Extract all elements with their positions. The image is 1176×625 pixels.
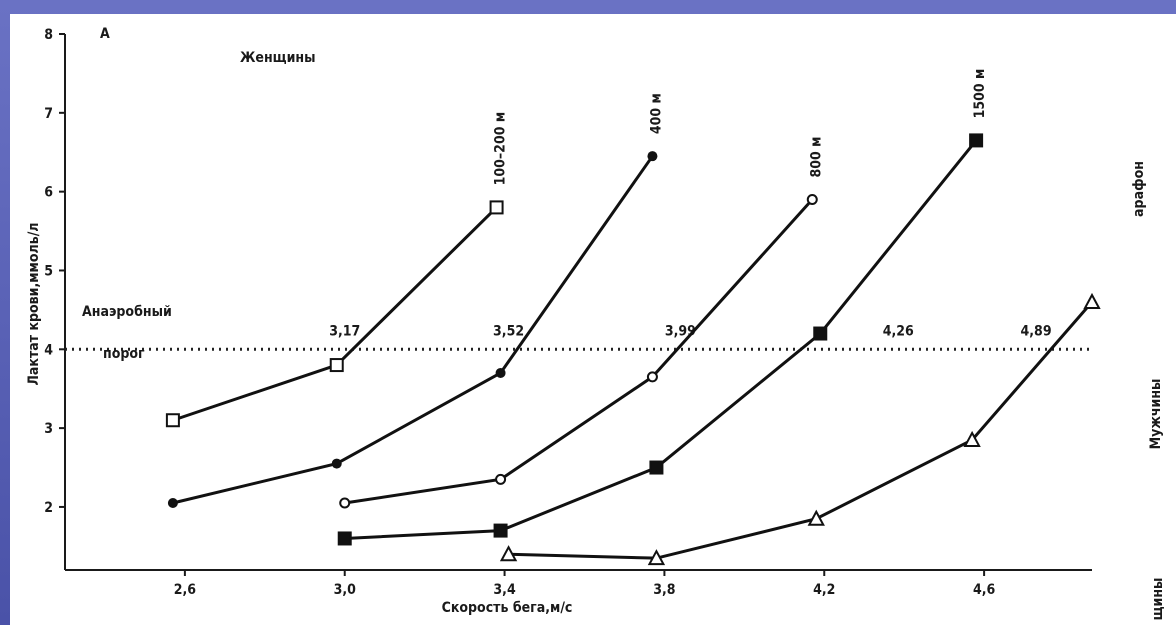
threshold-label-bottom: порог xyxy=(103,346,145,362)
y-tick-label: 8 xyxy=(44,27,53,43)
side-label-marathon: арафон xyxy=(1131,161,1147,217)
series-group: 100–200 м 400 м 800 м 1500 м xyxy=(165,69,1101,566)
threshold-crossing-label: 3,17 xyxy=(329,323,360,339)
side-label-women: щины xyxy=(1150,578,1166,621)
data-point xyxy=(649,460,664,475)
series-line xyxy=(172,155,654,505)
data-point xyxy=(167,498,178,508)
data-point xyxy=(489,200,504,215)
panel-label: А xyxy=(100,26,110,42)
data-point xyxy=(329,358,344,373)
data-point xyxy=(647,151,658,162)
lactate-chart: 2,6 3,0 3,4 3,8 4,2 4,6 2 3 4 5 6 7 8 3,17 3,52 3,99 4,… xyxy=(26,26,1166,621)
threshold-label-top: Анаэробный xyxy=(82,304,172,320)
series-марафон xyxy=(499,292,1101,566)
chart-title: Женщины xyxy=(240,50,316,66)
data-point xyxy=(1083,292,1101,309)
series-label: 400 м xyxy=(648,93,664,134)
side-label-men: Мужчины xyxy=(1148,379,1164,450)
series-line xyxy=(508,301,1094,560)
series-label: 1500 м xyxy=(972,69,988,119)
anaerobic-threshold: 3,17 3,52 3,99 4,26 4,89 xyxy=(65,323,1092,351)
series-line xyxy=(344,139,978,540)
x-tick-label: 3,0 xyxy=(334,582,357,598)
series-1500-м: 1500 м xyxy=(337,69,988,546)
data-point xyxy=(963,430,981,447)
data-point xyxy=(969,133,984,148)
y-tick-label: 4 xyxy=(44,342,53,358)
data-point xyxy=(495,367,506,378)
ticks: 2,6 3,0 3,4 3,8 4,2 4,6 2 3 4 5 6 7 8 xyxy=(44,27,995,598)
data-point xyxy=(331,458,342,469)
x-tick-label: 4,2 xyxy=(813,582,835,598)
x-tick-label: 4,6 xyxy=(973,582,996,598)
series-line xyxy=(172,206,498,422)
data-point xyxy=(339,497,351,509)
series-800-м: 800 м xyxy=(339,137,824,509)
data-point xyxy=(337,531,352,546)
series-label: 800 м xyxy=(808,137,824,178)
threshold-crossing-label: 3,99 xyxy=(665,323,696,339)
threshold-crossing-label: 4,89 xyxy=(1021,323,1052,339)
data-point xyxy=(647,549,666,566)
data-point xyxy=(165,413,180,428)
y-tick-label: 7 xyxy=(44,106,53,122)
series-400-м: 400 м xyxy=(167,93,664,508)
y-tick-label: 6 xyxy=(44,185,53,201)
x-tick-label: 2,6 xyxy=(174,582,197,598)
series-line xyxy=(344,198,814,505)
series-100-200-м: 100–200 м xyxy=(165,112,509,428)
data-point xyxy=(813,326,828,341)
data-point xyxy=(806,194,818,206)
y-tick-label: 5 xyxy=(44,263,53,279)
data-point xyxy=(646,371,658,383)
y-axis-label: Лактат крови,ммоль/л xyxy=(26,222,42,385)
data-point xyxy=(493,523,508,538)
threshold-crossing-label: 4,26 xyxy=(883,323,914,339)
y-tick-label: 3 xyxy=(44,421,53,437)
x-tick-label: 3,4 xyxy=(493,582,516,598)
chart-paper: 2,6 3,0 3,4 3,8 4,2 4,6 2 3 4 5 6 7 8 3,17 3,52 3,99 4,… xyxy=(10,14,1176,625)
axes xyxy=(64,34,1092,571)
data-point xyxy=(495,473,507,485)
y-tick-label: 2 xyxy=(44,500,53,516)
series-label: 100–200 м xyxy=(493,112,509,186)
data-point xyxy=(499,545,518,562)
x-axis-label: Скорость бега,м/с xyxy=(442,600,573,616)
data-point xyxy=(807,509,825,526)
x-tick-label: 3,8 xyxy=(653,582,675,598)
threshold-crossing-label: 3,52 xyxy=(493,323,524,339)
